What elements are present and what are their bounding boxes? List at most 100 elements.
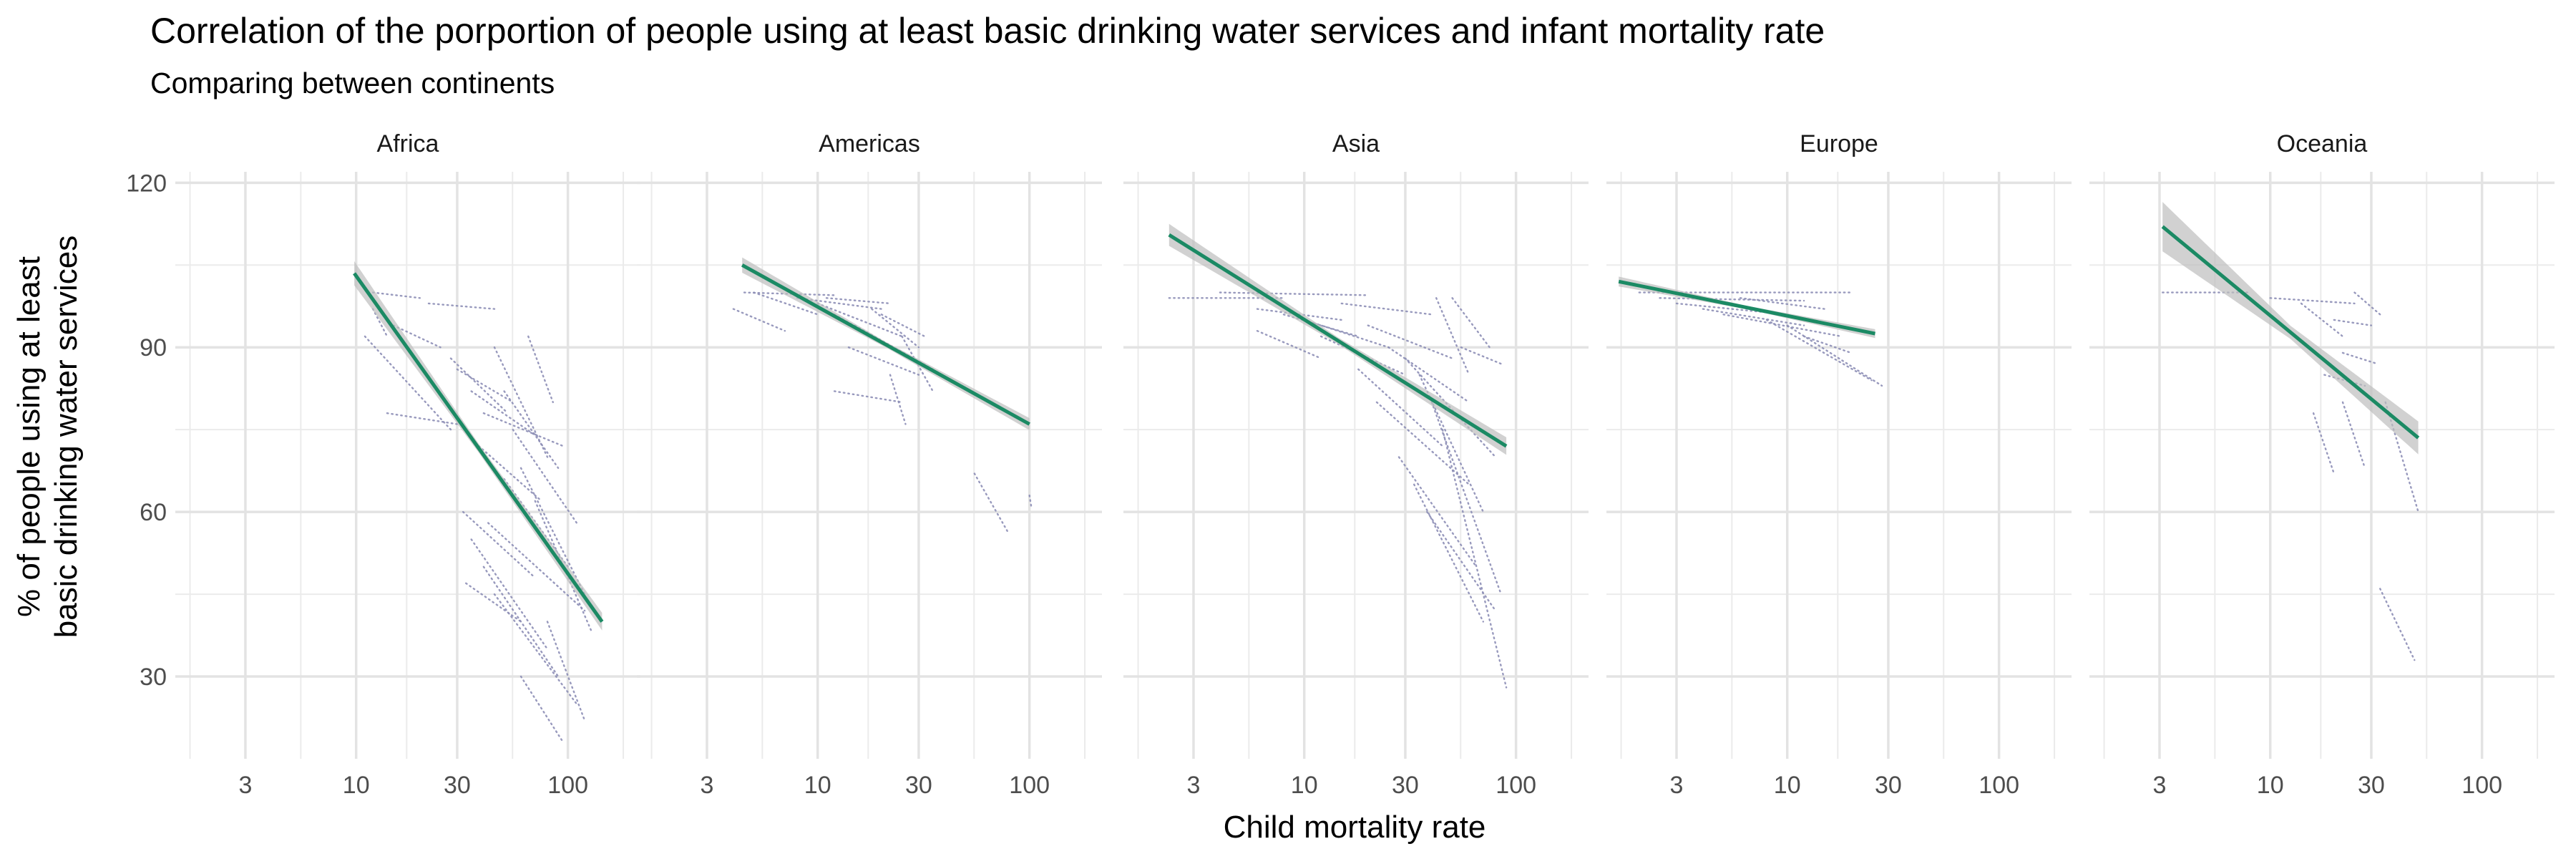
data-point-track xyxy=(871,308,920,349)
facet-label-africa: Africa xyxy=(377,130,439,157)
x-tick-label: 100 xyxy=(547,772,588,799)
data-point-track xyxy=(2300,302,2344,338)
y-tick-label: 120 xyxy=(126,170,167,197)
data-point-track xyxy=(462,510,536,579)
x-tick-label: 10 xyxy=(804,772,831,799)
data-point-track xyxy=(1702,308,1805,326)
data-point-track xyxy=(470,538,549,650)
x-tick-label: 30 xyxy=(2358,772,2385,799)
data-point-track xyxy=(1451,297,1491,349)
x-tick-label: 3 xyxy=(700,772,713,799)
facet-label-americas: Americas xyxy=(819,130,920,157)
data-point-track xyxy=(2353,291,2381,316)
x-tick-label: 3 xyxy=(1669,772,1683,799)
data-point-track xyxy=(449,357,509,414)
data-point-track xyxy=(482,412,565,447)
facet-panel-africa: Africa 3 10 30 100 xyxy=(175,130,640,799)
data-point-track xyxy=(1375,401,1470,485)
regression-line xyxy=(1168,233,1508,448)
data-point-track xyxy=(901,335,934,392)
data-point-track xyxy=(1659,297,1805,302)
data-point-track xyxy=(847,346,920,376)
data-point-track xyxy=(2379,588,2416,661)
data-point-track xyxy=(456,368,514,404)
facet-label-oceania: Oceania xyxy=(2277,130,2368,157)
x-tick-label: 100 xyxy=(1979,772,2019,799)
data-point-track xyxy=(478,445,542,502)
data-point-track xyxy=(2341,401,2366,469)
data-point-track xyxy=(1357,368,1444,447)
data-point-track xyxy=(371,291,421,299)
y-axis-title-line-2: basic drinking water services xyxy=(49,236,84,638)
data-point-track xyxy=(487,522,586,612)
data-point-track xyxy=(816,302,903,338)
data-point-track xyxy=(889,374,907,425)
regression-line xyxy=(2161,225,2420,440)
data-point-track xyxy=(493,346,549,458)
data-point-track xyxy=(1426,510,1497,612)
x-tick-label: 30 xyxy=(1392,772,1419,799)
x-tick-label: 100 xyxy=(2462,772,2502,799)
y-tick-label: 60 xyxy=(140,499,167,526)
facet-label-asia: Asia xyxy=(1332,130,1380,157)
x-tick-label: 30 xyxy=(905,772,932,799)
data-point-track xyxy=(2312,412,2336,475)
chart-title: Correlation of the porportion of people … xyxy=(150,11,1825,51)
data-point-track xyxy=(2269,297,2356,305)
data-point-track xyxy=(512,429,578,524)
x-tick-label: 10 xyxy=(1774,772,1801,799)
x-tick-label: 10 xyxy=(343,772,370,799)
regression-line xyxy=(1618,279,1875,336)
data-point-track xyxy=(1786,324,1883,387)
y-tick-label: 30 xyxy=(140,664,167,691)
data-point-track xyxy=(427,302,496,310)
data-point-track xyxy=(743,291,836,296)
x-tick-label: 30 xyxy=(1875,772,1902,799)
data-point-track xyxy=(1397,456,1478,568)
data-point-track xyxy=(1802,335,1853,354)
data-point-track xyxy=(546,621,586,722)
confidence-band xyxy=(2162,202,2419,455)
data-point-track xyxy=(1367,324,1453,359)
x-tick-label: 3 xyxy=(2152,772,2166,799)
y-tick-label: 90 xyxy=(140,334,167,361)
data-point-track xyxy=(1282,314,1360,338)
x-tick-label: 3 xyxy=(238,772,252,799)
data-point-track xyxy=(1418,374,1485,513)
facet-panel-americas: Americas 3 10 30 100 xyxy=(637,130,1102,799)
data-point-track xyxy=(503,390,560,469)
data-point-track xyxy=(519,675,565,744)
data-point-track xyxy=(1765,319,1873,382)
data-point-track xyxy=(1739,297,1826,310)
facet-panel-oceania: Oceania 3 10 30 100 xyxy=(2089,130,2555,799)
x-axis-title: Child mortality rate xyxy=(1224,810,1486,845)
data-point-track xyxy=(1435,297,1470,376)
data-point-track xyxy=(2333,319,2373,326)
data-point-track xyxy=(1460,346,1503,365)
data-point-track xyxy=(732,308,786,332)
data-point-track xyxy=(1722,314,1843,338)
regression-line xyxy=(353,272,604,623)
chart-subtitle: Comparing between continents xyxy=(150,67,555,100)
data-point-track xyxy=(392,324,441,349)
regression-line xyxy=(741,263,1030,426)
x-tick-label: 3 xyxy=(1186,772,1200,799)
data-point-track xyxy=(386,412,459,425)
x-tick-label: 10 xyxy=(2257,772,2284,799)
data-point-track xyxy=(470,390,536,437)
facet-panel-asia: Asia 3 10 30 100 xyxy=(1123,130,1589,799)
data-point-track xyxy=(833,390,903,404)
data-point-track xyxy=(753,291,819,316)
data-point-track xyxy=(1256,330,1322,359)
data-point-track xyxy=(493,593,578,705)
data-point-track xyxy=(1340,302,1433,316)
data-point-track xyxy=(973,472,1010,535)
x-tick-label: 100 xyxy=(1009,772,1050,799)
data-point-track xyxy=(2341,351,2379,365)
facet-label-europe: Europe xyxy=(1800,130,1878,157)
facet-panel-europe: Europe 3 10 30 100 xyxy=(1606,130,2072,799)
data-point-track xyxy=(825,297,892,305)
x-tick-label: 100 xyxy=(1496,772,1536,799)
